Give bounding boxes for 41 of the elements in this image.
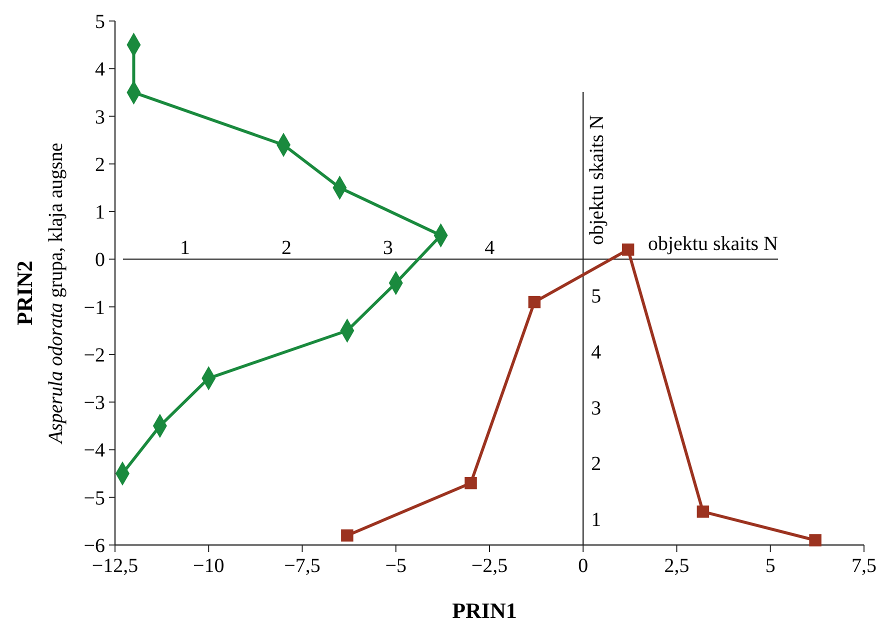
y-tick-label: −5 bbox=[84, 487, 105, 510]
y2-tick-label: 2 bbox=[591, 453, 602, 476]
x2-axis-title: objektu skaits N bbox=[648, 233, 778, 256]
y2-tick-label: 1 bbox=[591, 509, 602, 532]
x2-tick-label: 2 bbox=[281, 237, 292, 260]
point bbox=[809, 534, 822, 546]
y-tick-label: −2 bbox=[84, 344, 105, 366]
y-tick-label: 2 bbox=[95, 154, 105, 176]
x-tick-label: −2,5 bbox=[471, 555, 508, 577]
x2-tick-label: 3 bbox=[383, 237, 394, 260]
x-tick-label: −7,5 bbox=[284, 555, 320, 577]
x-tick-label: −5 bbox=[385, 555, 407, 577]
x-tick-label: 2,5 bbox=[664, 555, 690, 577]
x-tick-label: −10 bbox=[192, 555, 224, 577]
point bbox=[528, 296, 541, 308]
y2-tick-label: 3 bbox=[591, 397, 602, 420]
y-tick-label: 3 bbox=[95, 106, 105, 128]
y-axis-title: PRIN2 bbox=[12, 260, 37, 326]
y-tick-label: 0 bbox=[95, 249, 105, 272]
x2-tick-label: 1 bbox=[180, 237, 190, 260]
point bbox=[696, 506, 710, 518]
x-tick-label: 0 bbox=[578, 555, 588, 577]
y-tick-label: −4 bbox=[84, 440, 105, 462]
y-tick-label: −1 bbox=[84, 296, 105, 319]
y2-tick-label: 5 bbox=[591, 285, 602, 308]
point bbox=[341, 529, 354, 542]
x-tick-label: 7,5 bbox=[852, 555, 876, 577]
y-tick-label: 1 bbox=[95, 202, 105, 224]
point bbox=[622, 244, 634, 256]
text: Asperula odorata grupa, klaja augsne bbox=[45, 142, 67, 446]
y-tick-label: −3 bbox=[84, 392, 105, 414]
y-tick-label: 4 bbox=[95, 58, 105, 81]
point bbox=[464, 476, 477, 490]
x-axis-title: PRIN1 bbox=[452, 598, 517, 623]
x-tick-label: 5 bbox=[765, 555, 776, 577]
y-tick-label: 5 bbox=[95, 11, 105, 33]
y2-tick-label: 4 bbox=[591, 341, 602, 364]
y2-axis-title: objektu skaits N bbox=[586, 115, 608, 245]
x2-tick-label: 4 bbox=[484, 237, 495, 260]
x-tick-label: −12,5 bbox=[92, 555, 138, 577]
y-tick-label: −6 bbox=[84, 535, 105, 557]
